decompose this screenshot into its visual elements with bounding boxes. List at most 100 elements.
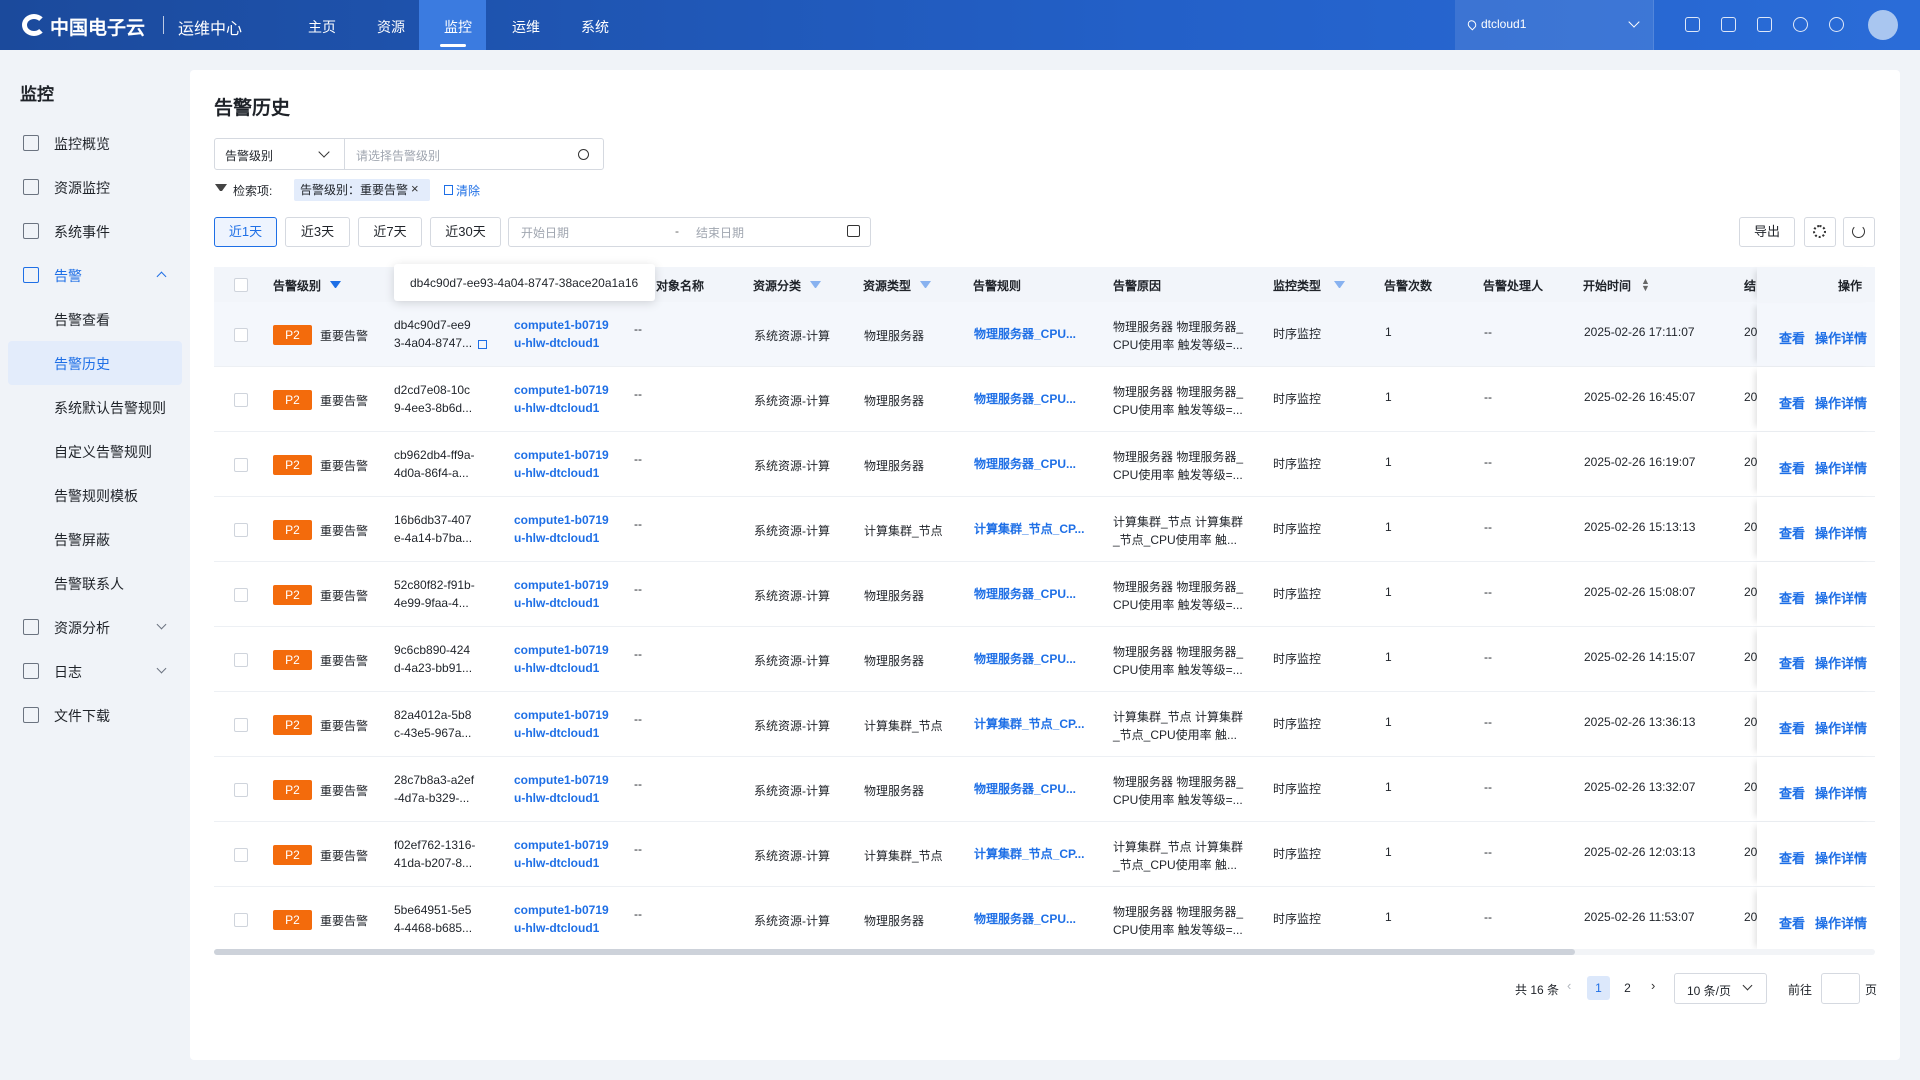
action-view[interactable]: 查看 <box>1779 525 1806 541</box>
action-view[interactable]: 查看 <box>1779 720 1806 736</box>
action-view[interactable]: 查看 <box>1779 655 1806 671</box>
row-checkbox[interactable] <box>234 652 248 667</box>
header-icon[interactable] <box>1721 17 1736 32</box>
row-checkbox[interactable] <box>234 847 248 862</box>
time-button[interactable]: 近1天 <box>214 217 277 247</box>
rule[interactable]: 物理服务器_CPU... <box>974 586 1077 601</box>
region[interactable]: dtcloud1 <box>1481 17 1527 31</box>
resource-name[interactable]: compute1-b0719 <box>514 837 609 852</box>
resource-name[interactable]: u-hlw-dtcloud1 <box>514 530 600 545</box>
header-icon[interactable] <box>1685 17 1700 32</box>
page-number[interactable]: 1 <box>1587 976 1610 1000</box>
submenu-item[interactable]: 告警规则模板 <box>54 488 138 504</box>
action-view[interactable]: 查看 <box>1779 915 1806 931</box>
resource-name[interactable]: compute1-b0719 <box>514 317 609 332</box>
row-checkbox[interactable] <box>234 912 248 927</box>
nav-item[interactable]: 系统 <box>581 19 609 35</box>
rule[interactable]: 计算集群_节点_CP... <box>974 846 1085 861</box>
row-checkbox[interactable] <box>234 587 248 602</box>
rule[interactable]: 物理服务器_CPU... <box>974 911 1077 926</box>
header-checkbox[interactable] <box>234 278 248 292</box>
avatar[interactable] <box>1868 10 1898 40</box>
menu-item[interactable]: 资源监控 <box>54 180 110 196</box>
resource-name[interactable]: compute1-b0719 <box>514 447 609 462</box>
menu-item[interactable]: 告警 <box>54 268 82 284</box>
action-detail[interactable]: 操作详情 <box>1815 395 1868 411</box>
settings-button[interactable] <box>1804 217 1836 247</box>
resource-name[interactable]: u-hlw-dtcloud1 <box>514 335 600 350</box>
resource-name[interactable]: compute1-b0719 <box>514 902 609 917</box>
page-size[interactable]: 10 条/页 <box>1674 973 1767 1004</box>
row-checkbox[interactable] <box>234 392 248 407</box>
page-number[interactable]: 2 <box>1624 981 1631 995</box>
action-view[interactable]: 查看 <box>1779 590 1806 606</box>
action-view[interactable]: 查看 <box>1779 785 1806 801</box>
action-detail[interactable]: 操作详情 <box>1815 460 1868 476</box>
resource-name[interactable]: compute1-b0719 <box>514 382 609 397</box>
menu-item[interactable]: 监控概览 <box>54 136 110 152</box>
resource-name[interactable]: u-hlw-dtcloud1 <box>514 465 600 480</box>
rule[interactable]: 物理服务器_CPU... <box>974 456 1077 471</box>
action-view[interactable]: 查看 <box>1779 330 1806 346</box>
rule[interactable]: 物理服务器_CPU... <box>974 781 1077 796</box>
nav-item[interactable]: 资源 <box>377 19 405 35</box>
action-view[interactable]: 查看 <box>1779 850 1806 866</box>
filter-select[interactable]: 告警级别 <box>225 149 274 163</box>
scrollbar-thumb[interactable] <box>214 949 1575 955</box>
nav-item[interactable]: 运维 <box>512 19 540 35</box>
time-button[interactable]: 近3天 <box>285 217 350 247</box>
action-detail[interactable]: 操作详情 <box>1815 785 1868 801</box>
action-detail[interactable]: 操作详情 <box>1815 915 1868 931</box>
submenu-item[interactable]: 告警历史 <box>54 356 110 372</box>
row-checkbox[interactable] <box>234 782 248 797</box>
header-icon[interactable] <box>1757 17 1772 32</box>
action-detail[interactable]: 操作详情 <box>1815 590 1868 606</box>
resource-name[interactable]: u-hlw-dtcloud1 <box>514 660 600 675</box>
copy-icon[interactable] <box>478 339 487 349</box>
action-detail[interactable]: 操作详情 <box>1815 330 1868 346</box>
nav-item[interactable]: 主页 <box>308 19 336 35</box>
rule[interactable]: 物理服务器_CPU... <box>974 326 1077 341</box>
resource-name[interactable]: compute1-b0719 <box>514 772 609 787</box>
rule[interactable]: 计算集群_节点_CP... <box>974 521 1085 536</box>
row-checkbox[interactable] <box>234 717 248 732</box>
submenu-item[interactable]: 告警查看 <box>54 312 110 328</box>
column-filter[interactable] <box>1334 281 1345 290</box>
rule[interactable]: 物理服务器_CPU... <box>974 651 1077 666</box>
action-detail[interactable]: 操作详情 <box>1815 850 1868 866</box>
header-icon[interactable] <box>1793 17 1808 32</box>
menu-item[interactable]: 日志 <box>54 664 82 680</box>
resource-name[interactable]: compute1-b0719 <box>514 512 609 527</box>
resource-name[interactable]: u-hlw-dtcloud1 <box>514 790 600 805</box>
submenu-item[interactable]: 告警联系人 <box>54 576 124 592</box>
action-detail[interactable]: 操作详情 <box>1815 655 1868 671</box>
header-icon[interactable] <box>1829 17 1844 32</box>
column-filter[interactable] <box>330 281 341 290</box>
menu-item[interactable]: 系统事件 <box>54 224 110 240</box>
action-detail[interactable]: 操作详情 <box>1815 720 1868 736</box>
menu-item[interactable]: 资源分析 <box>54 620 110 636</box>
resource-name[interactable]: u-hlw-dtcloud1 <box>514 855 600 870</box>
column-filter[interactable] <box>810 281 821 290</box>
resource-name[interactable]: u-hlw-dtcloud1 <box>514 400 600 415</box>
action-view[interactable]: 查看 <box>1779 460 1806 476</box>
row-checkbox[interactable] <box>234 457 248 472</box>
resource-name[interactable]: u-hlw-dtcloud1 <box>514 595 600 610</box>
time-button[interactable]: 近30天 <box>430 217 501 247</box>
action-view[interactable]: 查看 <box>1779 395 1806 411</box>
filter-tag[interactable]: 告警级别：重要告警 <box>294 179 431 201</box>
submenu-item[interactable]: 告警屏蔽 <box>54 532 110 548</box>
row-checkbox[interactable] <box>234 522 248 537</box>
filter-input[interactable]: 请选择告警级别 <box>356 149 441 163</box>
submenu-item[interactable]: 自定义告警规则 <box>54 444 152 460</box>
nav-item[interactable]: 监控 <box>444 19 472 35</box>
resource-name[interactable]: compute1-b0719 <box>514 707 609 722</box>
resource-name[interactable]: u-hlw-dtcloud1 <box>514 725 600 740</box>
column-filter[interactable] <box>920 281 931 290</box>
goto-input[interactable] <box>1821 973 1860 1004</box>
clear-filter[interactable]: 清除 <box>456 184 481 198</box>
menu-item[interactable]: 文件下载 <box>54 708 110 724</box>
resource-name[interactable]: compute1-b0719 <box>514 577 609 592</box>
date-range[interactable] <box>508 217 871 247</box>
rule[interactable]: 物理服务器_CPU... <box>974 391 1077 406</box>
